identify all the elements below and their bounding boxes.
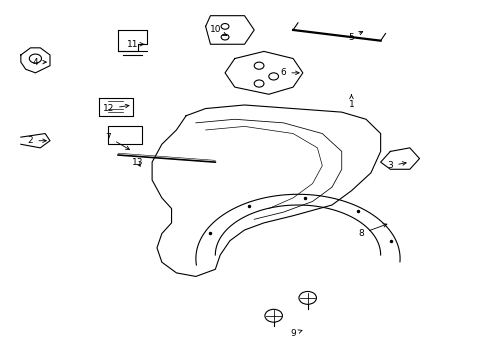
Text: 10: 10: [209, 26, 226, 36]
Text: 2: 2: [28, 136, 46, 145]
Text: 8: 8: [358, 224, 386, 238]
Text: 3: 3: [386, 161, 406, 170]
Text: 11: 11: [127, 40, 144, 49]
Text: 4: 4: [33, 58, 46, 67]
Text: 9: 9: [290, 329, 302, 338]
Text: 7: 7: [105, 132, 129, 149]
Text: 12: 12: [102, 104, 129, 113]
Text: 5: 5: [348, 32, 362, 42]
Text: 13: 13: [131, 158, 143, 167]
Text: 6: 6: [280, 68, 299, 77]
Text: 1: 1: [348, 95, 354, 109]
